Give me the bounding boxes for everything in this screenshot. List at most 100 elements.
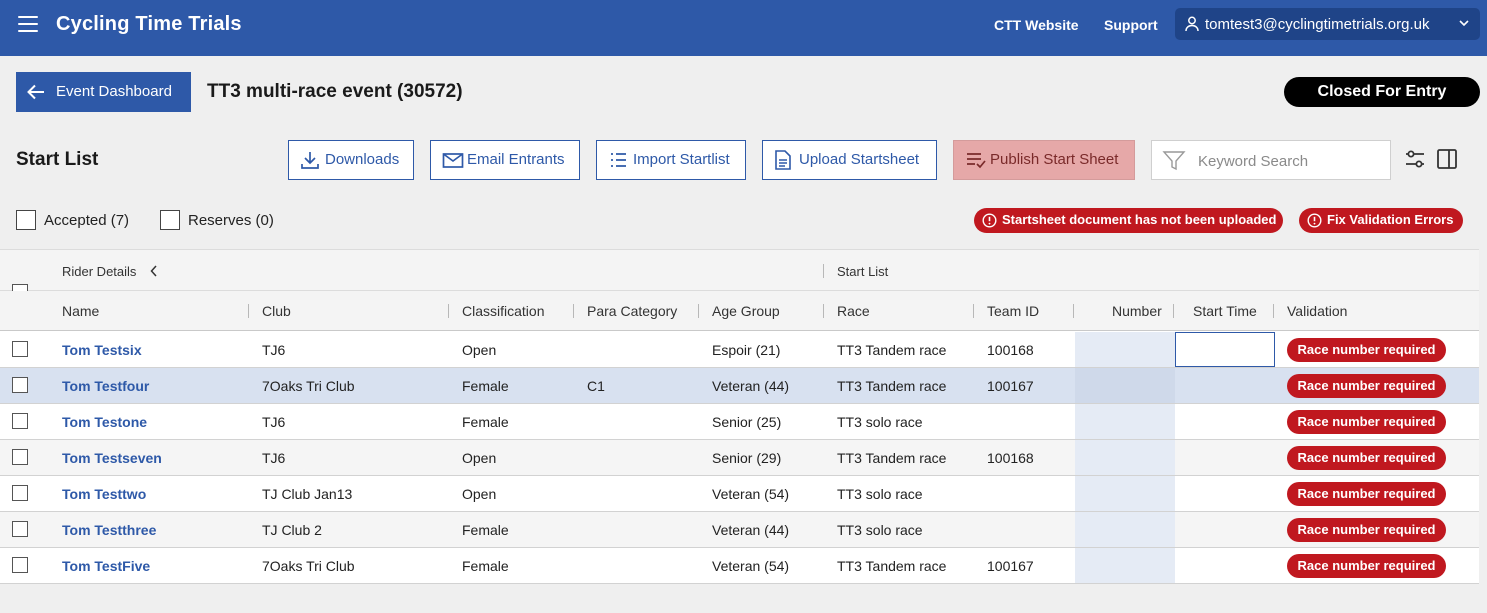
team-id-cell: 100167 [987, 378, 1034, 394]
row-checkbox[interactable] [12, 413, 28, 429]
classification-cell: Open [462, 342, 497, 358]
start-time-cell[interactable] [1175, 440, 1275, 475]
start-time-cell[interactable] [1175, 512, 1275, 547]
column-separator[interactable] [1073, 304, 1074, 318]
column-separator[interactable] [1273, 304, 1274, 318]
group-start-list: Start List [837, 264, 889, 279]
start-list-table: Rider Details Start List Name Club Class… [0, 249, 1479, 584]
start-time-cell[interactable] [1175, 332, 1275, 367]
list-check-icon [967, 153, 986, 169]
number-cell[interactable] [1075, 332, 1175, 367]
row-checkbox[interactable] [12, 521, 28, 537]
mail-icon [442, 153, 464, 168]
brand-logo[interactable]: Cycling Time Trials [56, 13, 242, 35]
race-cell: TT3 Tandem race [837, 342, 947, 358]
header-classification[interactable]: Classification [462, 303, 545, 319]
rider-name-link[interactable]: Tom TestFive [62, 558, 151, 574]
rider-name-link[interactable]: Tom Testone [62, 414, 148, 430]
side-panel-icon[interactable] [1436, 148, 1458, 170]
header-validation[interactable]: Validation [1287, 303, 1348, 319]
start-time-cell[interactable] [1175, 404, 1275, 439]
table-row[interactable]: Tom TestFive 7Oaks Tri Club Female Veter… [0, 548, 1479, 584]
keyword-search-input[interactable] [1198, 150, 1383, 172]
reserves-checkbox[interactable] [160, 210, 180, 230]
ctt-website-link[interactable]: CTT Website [994, 17, 1079, 33]
upload-startsheet-button[interactable]: Upload Startsheet [762, 140, 937, 180]
user-menu-button[interactable]: tomtest3@cyclingtimetrials.org.uk [1175, 8, 1480, 40]
column-separator[interactable] [1173, 304, 1174, 318]
row-checkbox[interactable] [12, 557, 28, 573]
column-settings-icon[interactable] [1404, 148, 1426, 170]
header-race[interactable]: Race [837, 303, 870, 319]
number-cell[interactable] [1075, 440, 1175, 475]
race-cell: TT3 Tandem race [837, 558, 947, 574]
club-cell: 7Oaks Tri Club [262, 558, 355, 574]
column-separator[interactable] [448, 304, 449, 318]
validation-text: Race number required [1297, 522, 1436, 537]
race-cell: TT3 Tandem race [837, 450, 947, 466]
header-start-time[interactable]: Start Time [1193, 303, 1257, 319]
upload-startsheet-label: Upload Startsheet [799, 151, 920, 168]
keyword-search[interactable] [1151, 140, 1391, 180]
column-separator[interactable] [248, 304, 249, 318]
import-startlist-button[interactable]: Import Startlist [596, 140, 746, 180]
table-row[interactable]: Tom Testfour 7Oaks Tri Club Female C1 Ve… [0, 368, 1479, 404]
start-time-cell[interactable] [1175, 548, 1275, 583]
column-header-row: Name Club Classification Para Category A… [0, 291, 1479, 331]
download-icon [301, 152, 319, 169]
column-separator[interactable] [698, 304, 699, 318]
publish-start-sheet-button[interactable]: Publish Start Sheet [953, 140, 1135, 180]
table-row[interactable]: Tom Testthree TJ Club 2 Female Veteran (… [0, 512, 1479, 548]
validation-text: Race number required [1297, 558, 1436, 573]
table-row[interactable]: Tom Testtwo TJ Club Jan13 Open Veteran (… [0, 476, 1479, 512]
rider-name-link[interactable]: Tom Testsix [62, 342, 142, 358]
classification-cell: Female [462, 522, 509, 538]
event-status-badge: Closed For Entry [1284, 77, 1480, 107]
menu-icon[interactable] [18, 16, 38, 32]
header-age-group[interactable]: Age Group [712, 303, 780, 319]
race-cell: TT3 solo race [837, 522, 923, 538]
column-separator[interactable] [573, 304, 574, 318]
rider-name-link[interactable]: Tom Testtwo [62, 486, 147, 502]
header-club[interactable]: Club [262, 303, 291, 319]
validation-badge: Race number required [1287, 410, 1446, 434]
validation-text: Race number required [1297, 342, 1436, 357]
support-link[interactable]: Support [1104, 17, 1158, 33]
rider-name-link[interactable]: Tom Testseven [62, 450, 162, 466]
header-team-id[interactable]: Team ID [987, 303, 1040, 319]
accepted-checkbox[interactable] [16, 210, 36, 230]
downloads-button[interactable]: Downloads [288, 140, 414, 180]
number-cell[interactable] [1075, 476, 1175, 511]
start-time-cell[interactable] [1175, 368, 1275, 403]
chevron-down-icon [1459, 20, 1469, 27]
rider-name-link[interactable]: Tom Testthree [62, 522, 157, 538]
number-cell[interactable] [1075, 512, 1175, 547]
number-cell[interactable] [1075, 548, 1175, 583]
reserves-label: Reserves (0) [188, 212, 274, 229]
chevron-left-icon[interactable] [150, 265, 158, 277]
number-cell[interactable] [1075, 368, 1175, 403]
fix-validation-errors-button[interactable]: Fix Validation Errors [1299, 208, 1463, 233]
document-icon [775, 150, 791, 170]
row-checkbox[interactable] [12, 485, 28, 501]
header-number[interactable]: Number [1112, 303, 1162, 319]
row-checkbox[interactable] [12, 377, 28, 393]
event-dashboard-button[interactable]: Event Dashboard [16, 72, 191, 112]
row-checkbox[interactable] [12, 449, 28, 465]
number-cell[interactable] [1075, 404, 1175, 439]
list-icon [611, 153, 626, 167]
row-checkbox[interactable] [12, 341, 28, 357]
header-name[interactable]: Name [62, 303, 100, 319]
header-para-category[interactable]: Para Category [587, 303, 678, 319]
email-entrants-button[interactable]: Email Entrants [430, 140, 580, 180]
start-time-cell[interactable] [1175, 476, 1275, 511]
table-row[interactable]: Tom Testseven TJ6 Open Senior (29) TT3 T… [0, 440, 1479, 476]
column-separator[interactable] [823, 304, 824, 318]
group-rider-details[interactable]: Rider Details [62, 264, 137, 279]
table-row[interactable]: Tom Testone TJ6 Female Senior (25) TT3 s… [0, 404, 1479, 440]
rider-name-link[interactable]: Tom Testfour [62, 378, 150, 394]
table-row[interactable]: Tom Testsix TJ6 Open Espoir (21) TT3 Tan… [0, 332, 1479, 368]
column-separator[interactable] [973, 304, 974, 318]
race-cell: TT3 solo race [837, 486, 923, 502]
age-group-cell: Espoir (21) [712, 342, 781, 358]
